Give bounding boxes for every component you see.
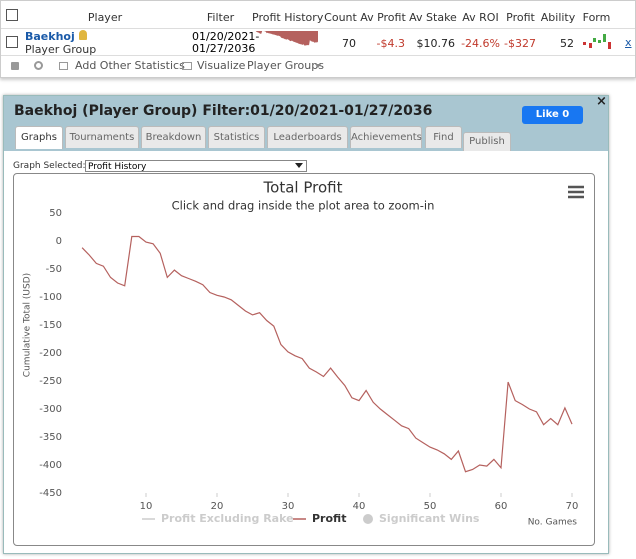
tab[interactable]: Graphs bbox=[15, 126, 63, 149]
visualize[interactable]: Visualize bbox=[197, 59, 246, 72]
av-roi: -24.6% bbox=[461, 37, 500, 50]
tab[interactable]: Leaderboards bbox=[267, 126, 348, 148]
chart-subtitle: Click and drag inside the plot area to z… bbox=[172, 199, 435, 213]
y-tick-label: -400 bbox=[39, 460, 62, 471]
legend-item[interactable]: Significant Wins bbox=[379, 512, 480, 525]
header: Av Stake bbox=[409, 11, 457, 24]
y-tick-label: -200 bbox=[39, 348, 62, 359]
tab[interactable]: Breakdown bbox=[141, 126, 206, 148]
player-group: Player Group bbox=[25, 43, 97, 56]
x-tick-label: 20 bbox=[211, 501, 224, 512]
x-tick-label: 50 bbox=[424, 501, 437, 512]
header: Av ROI bbox=[462, 11, 499, 24]
header: Count bbox=[324, 11, 357, 24]
header: Av Profit bbox=[360, 11, 406, 24]
mini-profit-history bbox=[255, 31, 318, 46]
x-axis-label: No. Games bbox=[528, 518, 578, 528]
checkbox[interactable] bbox=[6, 9, 18, 21]
x-tick-label: 10 bbox=[140, 501, 153, 512]
y-tick-label: -100 bbox=[39, 292, 62, 303]
y-tick-label: 50 bbox=[49, 208, 62, 219]
add-stats[interactable]: Add Other Statistics bbox=[75, 59, 185, 72]
checkbox[interactable] bbox=[6, 36, 18, 48]
header: Form bbox=[582, 11, 611, 24]
tab[interactable]: Tournaments bbox=[65, 126, 139, 148]
x-tick-label: 60 bbox=[495, 501, 508, 512]
tab[interactable]: Publish bbox=[463, 132, 511, 151]
close-button[interactable]: × bbox=[596, 94, 607, 109]
av-profit: -$4.3 bbox=[376, 37, 405, 50]
x-tick-label: 30 bbox=[282, 501, 295, 512]
filter: 01/27/2036 bbox=[192, 42, 256, 55]
legend-item[interactable]: Profit bbox=[312, 512, 346, 525]
like-text: Like 0 bbox=[535, 109, 570, 120]
player-icon bbox=[79, 30, 87, 40]
y-tick-label: -300 bbox=[39, 404, 62, 415]
tab[interactable]: Achievements bbox=[350, 126, 422, 148]
x-tick-label: 40 bbox=[353, 501, 366, 512]
count: 70 bbox=[342, 37, 356, 50]
profit-line bbox=[81, 235, 573, 473]
player-groups[interactable]: Player Groups bbox=[247, 59, 324, 72]
menu-icon[interactable] bbox=[568, 185, 584, 199]
tab[interactable]: Statistics bbox=[208, 126, 265, 148]
graph-select-value: Profit History bbox=[88, 162, 147, 172]
y-tick-label: -350 bbox=[39, 432, 62, 443]
y-axis-label: Cumulative Total (USD) bbox=[23, 273, 33, 377]
header: Player bbox=[87, 11, 123, 24]
like-button[interactable]: Like 0 bbox=[522, 106, 583, 124]
header: Profit bbox=[506, 11, 535, 24]
y-tick-label: -250 bbox=[39, 376, 62, 387]
header: Ability bbox=[540, 11, 576, 24]
legend-marker bbox=[363, 514, 373, 524]
av-stake: $10.76 bbox=[416, 37, 456, 50]
header: Filter bbox=[206, 11, 235, 24]
form bbox=[581, 32, 613, 52]
graph-select[interactable]: Profit History bbox=[85, 160, 307, 172]
y-tick-label: 0 bbox=[56, 236, 62, 247]
header: Profit History bbox=[252, 11, 324, 24]
filter: 01/20/2021- bbox=[192, 30, 260, 43]
legend-item[interactable]: Profit Excluding Rake bbox=[161, 512, 294, 525]
x-tick-label: 70 bbox=[566, 501, 579, 512]
stats-table: Player Filter Profit History Count Av Pr… bbox=[0, 0, 636, 78]
panel-title: Baekhoj (Player Group) Filter:01/20/2021… bbox=[14, 103, 433, 119]
chart-box bbox=[13, 173, 595, 546]
toolbar: Add Other Statistics Visualize Player Gr… bbox=[1, 56, 635, 76]
profit: -$327 bbox=[504, 37, 536, 50]
y-tick-label: -150 bbox=[39, 320, 62, 331]
y-tick-label: -50 bbox=[46, 264, 62, 275]
player-link[interactable]: Baekhoj bbox=[25, 30, 75, 43]
ability: 52 bbox=[560, 37, 574, 50]
chart-title: Total Profit bbox=[263, 179, 343, 197]
graph-select-label: Graph Selected: bbox=[13, 161, 86, 171]
y-tick-label: -450 bbox=[39, 488, 62, 499]
remove-link[interactable]: x bbox=[625, 36, 632, 49]
tab[interactable]: Find bbox=[425, 126, 462, 148]
